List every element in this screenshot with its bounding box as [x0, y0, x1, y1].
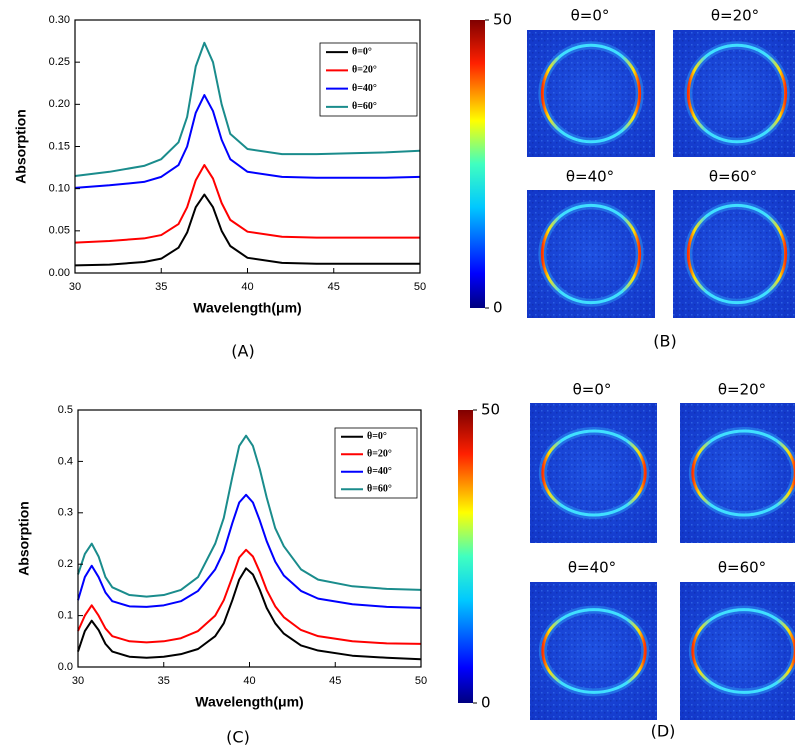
- colorbar-tick-label: 50: [481, 401, 500, 419]
- legend-label: θ=60°: [367, 484, 392, 495]
- y-tick-label: 0.15: [49, 140, 70, 152]
- y-tick-label: 0.00: [49, 267, 70, 279]
- colorbar-tick-label: 50: [493, 11, 512, 29]
- x-tick-label: 35: [155, 281, 167, 293]
- data-line: [74, 164, 420, 244]
- field-map-noise: [680, 582, 795, 720]
- legend-label: θ=40°: [352, 83, 377, 94]
- x-tick-label: 50: [414, 281, 426, 293]
- field-ring: [691, 429, 795, 517]
- colorbar-tick-label: 0: [481, 694, 491, 712]
- field-ring: [686, 43, 788, 144]
- panel-label: (D): [651, 722, 676, 741]
- x-tick-label: 35: [158, 675, 170, 687]
- data-line: [77, 493, 422, 609]
- y-tick-label: 0.1: [58, 610, 73, 622]
- field-map-noise: [530, 403, 657, 543]
- panel-label: (C): [226, 728, 250, 747]
- map-title: θ=0°: [571, 7, 610, 25]
- x-tick-label: 45: [328, 281, 340, 293]
- y-tick-label: 0.20: [49, 98, 70, 110]
- field-ring: [691, 608, 795, 694]
- field-map-noise: [530, 582, 657, 720]
- x-tick-label: 50: [415, 675, 427, 687]
- y-tick-label: 0.5: [58, 404, 73, 416]
- x-axis-label: Wavelength(μm): [193, 300, 301, 316]
- y-tick-label: 0.25: [49, 56, 70, 68]
- data-line: [74, 41, 421, 178]
- x-tick-label: 40: [241, 281, 253, 293]
- map-title: θ=60°: [709, 168, 757, 186]
- field-map-noise: [673, 190, 795, 318]
- x-tick-label: 30: [72, 675, 84, 687]
- y-tick-label: 0.4: [58, 455, 73, 467]
- field-map-noise: [673, 30, 795, 157]
- legend-label: θ=20°: [352, 65, 377, 76]
- legend-label: θ=0°: [352, 46, 372, 57]
- legend-label: θ=40°: [367, 466, 392, 477]
- field-ring: [541, 608, 647, 694]
- map-title: θ=40°: [568, 559, 616, 577]
- y-axis-label: Absorption: [16, 501, 32, 576]
- colorbar: [470, 20, 485, 308]
- data-line: [77, 567, 422, 661]
- field-map-noise: [680, 403, 795, 543]
- y-axis-label: Absorption: [13, 109, 29, 184]
- colorbar-tick-label: 0: [493, 299, 503, 317]
- x-tick-label: 40: [243, 675, 255, 687]
- y-tick-label: 0.05: [49, 225, 70, 237]
- map-title: θ=40°: [566, 168, 614, 186]
- y-tick-label: 0.0: [58, 661, 73, 673]
- legend-label: θ=60°: [352, 101, 377, 112]
- panel-label: (A): [231, 342, 254, 361]
- field-map-noise: [527, 30, 655, 157]
- map-title: θ=60°: [718, 559, 766, 577]
- map-title: θ=20°: [711, 7, 759, 25]
- field-ring: [686, 203, 788, 305]
- legend-box: [334, 427, 418, 499]
- x-tick-label: 30: [69, 281, 81, 293]
- field-ring: [540, 203, 642, 305]
- y-tick-label: 0.10: [49, 183, 70, 195]
- field-ring: [540, 43, 642, 144]
- data-line: [74, 94, 421, 189]
- x-axis-label: Wavelength(μm): [195, 694, 303, 710]
- data-line: [77, 434, 422, 598]
- map-title: θ=0°: [573, 381, 612, 399]
- legend-box: [319, 42, 418, 117]
- y-tick-label: 0.30: [49, 14, 70, 26]
- panel-label: (B): [653, 332, 676, 351]
- colorbar: [458, 410, 473, 703]
- field-map-noise: [527, 190, 655, 318]
- legend-label: θ=20°: [367, 449, 392, 460]
- data-line: [77, 548, 422, 645]
- field-ring: [541, 429, 647, 517]
- y-tick-label: 0.2: [58, 558, 73, 570]
- y-tick-label: 0.3: [58, 507, 73, 519]
- x-tick-label: 45: [329, 675, 341, 687]
- legend-label: θ=0°: [367, 431, 387, 442]
- map-title: θ=20°: [718, 381, 766, 399]
- data-line: [74, 193, 420, 267]
